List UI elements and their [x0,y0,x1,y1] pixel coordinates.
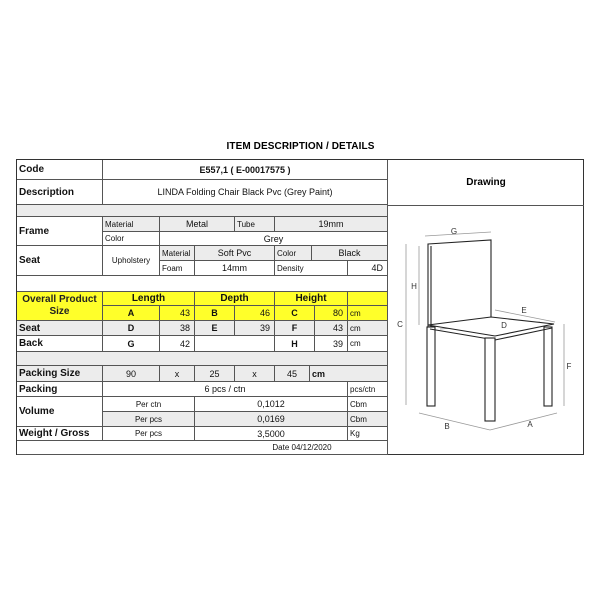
weight-label: Weight / Gross [17,427,103,441]
seat-size-label: Seat [17,321,103,336]
times: x [160,366,195,382]
depth-header: Depth [195,292,275,306]
dim-d-value: 38 [160,321,195,336]
dim-b: B [195,306,235,321]
weight-value: 3,5000 [195,427,348,441]
dim-f: F [275,321,315,336]
volume-label: Volume [17,397,103,427]
chair [426,239,555,422]
unit: cm [348,306,388,321]
packing-height: 45 [275,366,310,382]
unit: cm [348,321,388,336]
dim-label-h: H [411,282,417,291]
dim-label-c: C [397,320,403,329]
code-value: E557,1 ( E-00017575 ) [103,160,388,180]
dim-g: G [103,336,160,352]
frame-color-label: Color [103,232,160,246]
dim-label-b: B [444,422,449,431]
foam: 14mm [195,261,275,276]
dim-c-value: 80 [315,306,348,321]
seat-material: Soft Pvc [195,246,275,261]
dim-label-a: A [527,420,533,429]
dim-label-g: G [451,227,457,236]
spacer [17,276,388,292]
packing-label: Packing [17,382,103,397]
height-header: Height [275,292,348,306]
unit: cm [348,336,388,352]
foam-label: Foam [160,261,195,276]
frame-label: Frame [17,217,103,246]
seat-color-label: Color [275,246,312,261]
dim-h-value: 39 [315,336,348,352]
dim-d: D [103,321,160,336]
code-label: Code [17,160,103,180]
seat-color: Black [312,246,388,261]
upholstery-label: Upholstery [103,246,160,276]
dim-e: E [195,321,235,336]
dim-b-value: 46 [235,306,275,321]
volume-per-ctn: 0,1012 [195,397,348,412]
packing-value: 6 pcs / ctn [103,382,348,397]
dim-c: C [275,306,315,321]
back-size-label: Back [17,336,103,352]
overall-size-label: Overall Product Size [17,292,103,321]
dim-g-value: 42 [160,336,195,352]
drawing-panel: Drawing A B C D E F G H [388,160,584,455]
length-header: Length [103,292,195,306]
volume-per-pcs: 0,0169 [195,412,348,427]
blank [195,336,275,352]
frame-tube-label: Tube [235,217,275,232]
dim-label-f: F [567,362,572,371]
dim-f-value: 43 [315,321,348,336]
density-label: Density [275,261,348,276]
dim-a: A [103,306,160,321]
dim-label-e: E [521,306,526,315]
unit: Cbm [348,397,388,412]
seat-material-label: Material [160,246,195,261]
seat-spec-label: Seat [17,246,103,276]
times: x [235,366,275,382]
packing-length: 90 [103,366,160,382]
page-title: ITEM DESCRIPTION / DETAILS [226,141,375,152]
chair-drawing: A B C D E F G H [397,227,572,431]
dim-a-value: 43 [160,306,195,321]
spacer [17,205,388,217]
date: Date 04/12/2020 [17,441,388,455]
per-pcs-label: Per pcs [103,412,195,427]
spacer [17,352,388,366]
dim-label-d: D [501,321,507,330]
drawing-label: Drawing [388,160,584,206]
unit: Kg [348,427,388,441]
density: 4D [348,261,388,276]
description-value: LINDA Folding Chair Black Pvc (Grey Pain… [103,180,388,205]
frame-color: Grey [160,232,388,246]
packing-width: 25 [195,366,235,382]
per-ctn-label: Per ctn [103,397,195,412]
unit: pcs/ctn [348,382,388,397]
description-label: Description [17,180,103,205]
weight-per-label: Per pcs [103,427,195,441]
blank [348,292,388,306]
dim-h: H [275,336,315,352]
frame-material: Metal [160,217,235,232]
frame-tube: 19mm [275,217,388,232]
packing-size-label: Packing Size [17,366,103,382]
frame-material-label: Material [103,217,160,232]
dim-e-value: 39 [235,321,275,336]
unit: cm [310,366,388,382]
unit: Cbm [348,412,388,427]
